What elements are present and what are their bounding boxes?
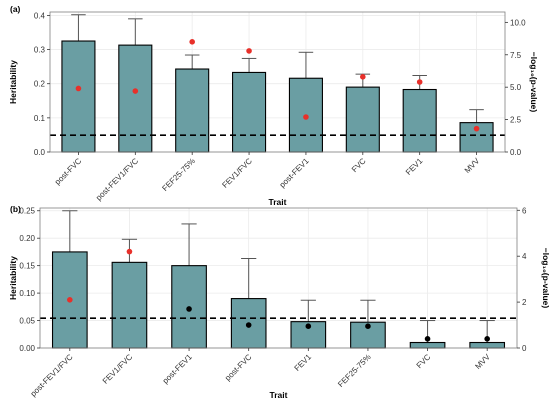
x-tick-label: FEF25-75% <box>336 352 373 389</box>
y-tick-label: 0.1 <box>34 114 46 123</box>
x-axis-title: Trait <box>270 390 288 400</box>
y2-axis-title: −log₁₀(p-value) <box>529 52 539 113</box>
pvalue-point <box>245 322 252 328</box>
x-tick-label: post-FEV1 <box>161 352 194 385</box>
bar <box>469 341 506 349</box>
pvalue-point <box>416 79 423 85</box>
y-axis-title: Heritability <box>8 60 18 104</box>
bar <box>118 44 153 153</box>
y-tick-label: 0.4 <box>34 11 46 20</box>
bar <box>345 86 380 153</box>
panel-label: (a) <box>10 4 21 14</box>
x-tick-label: post-FVC <box>223 352 253 382</box>
pvalue-point <box>186 306 192 312</box>
bar <box>409 341 446 349</box>
x-tick-label: FVC <box>350 156 368 174</box>
pvalue-point <box>246 48 252 54</box>
bar <box>111 261 148 349</box>
y2-tick-label: 10.0 <box>510 18 526 27</box>
y2-tick-label: 7.5 <box>510 51 522 60</box>
x-tick-label: FEV1/FVC <box>101 352 135 386</box>
panel-b: 0.00 0.05 0.10 0.15 0.20 0.25 0 2 4 6 post-FEV1/FV… <box>8 204 550 400</box>
pvalue-point <box>484 336 490 342</box>
y2-tick-label: 5.0 <box>510 83 522 92</box>
panel-border <box>39 207 518 349</box>
x-tick-label: FEV1 <box>293 352 314 373</box>
y-tick-label: 0.00 <box>19 344 35 353</box>
y2-axis-title: −log₁₀(p-value) <box>541 248 550 309</box>
pvalue-point <box>303 114 309 120</box>
y-tick-label: 0.10 <box>19 289 35 298</box>
y-tick-label: 0.0 <box>34 148 46 157</box>
x-tick-label: post-FEV1 <box>278 156 311 189</box>
bar <box>175 68 210 153</box>
x-tick-label: FEV1/FVC <box>220 156 254 190</box>
pvalue-point <box>365 323 371 329</box>
x-tick-label: FEV1 <box>404 156 425 177</box>
x-tick-label: FEF25-75% <box>160 156 197 193</box>
y-tick-label: 0.2 <box>34 80 46 89</box>
x-tick-label: post-FEV1/FVC <box>94 156 140 202</box>
y2-tick-label: 6 <box>522 206 527 215</box>
y2-tick-label: 0 <box>522 344 527 353</box>
pvalue-point <box>473 125 480 132</box>
panel-border <box>49 11 506 153</box>
y2-tick-label: 0.0 <box>510 148 522 157</box>
y-tick-label: 0.25 <box>19 207 35 216</box>
y2-tick-label: 4 <box>522 252 527 261</box>
panel-label: (b) <box>10 204 21 214</box>
x-tick-label: FVC <box>415 352 433 370</box>
bar <box>61 40 96 153</box>
y-tick-label: 0.20 <box>19 234 35 243</box>
pvalue-point <box>75 85 82 92</box>
pvalue-point <box>67 297 73 303</box>
y-tick-label: 0.3 <box>34 46 46 55</box>
x-tick-label: post-FEV1/FVC <box>29 352 75 398</box>
pvalue-point <box>424 336 431 342</box>
x-tick-label: MVV <box>473 352 492 371</box>
bar <box>402 88 437 153</box>
y-tick-label: 0.05 <box>19 317 35 326</box>
y-tick-label: 0.15 <box>19 262 35 271</box>
x-tick-label: MVV <box>463 156 482 175</box>
pvalue-point <box>189 39 195 45</box>
pvalue-point <box>305 323 312 329</box>
x-tick-label: post-FVC <box>53 156 83 186</box>
y2-tick-label: 2.5 <box>510 116 522 125</box>
x-axis-title: Trait <box>269 197 287 207</box>
y2-tick-label: 2 <box>522 298 527 307</box>
pvalue-point <box>360 74 366 80</box>
pvalue-point <box>132 88 139 94</box>
pvalue-point <box>126 248 133 255</box>
panel-a: 0.0 0.1 0.2 0.3 0.4 0.0 2.5 5.0 7.5 10.0 post-FVC p… <box>8 4 539 207</box>
y-axis-title: Heritability <box>8 256 18 300</box>
bar <box>232 71 267 153</box>
